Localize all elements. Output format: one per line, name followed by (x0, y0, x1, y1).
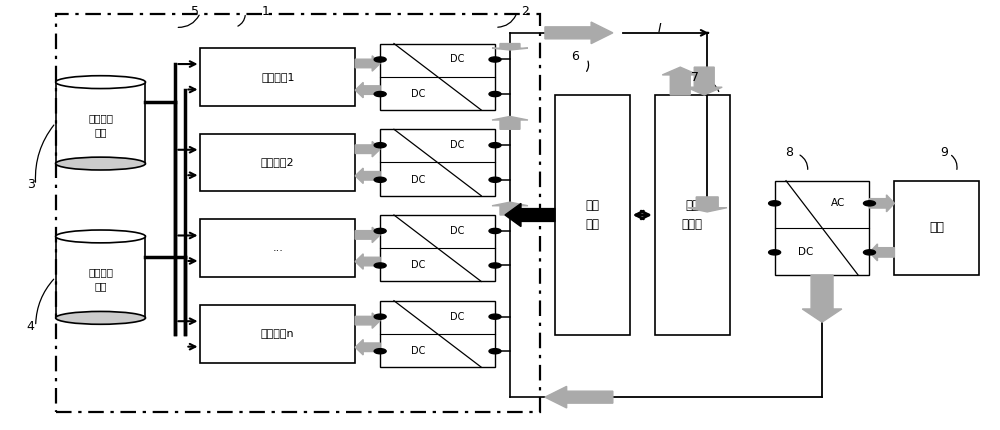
Circle shape (374, 177, 386, 182)
FancyArrow shape (355, 168, 380, 184)
Bar (380, 129, 495, 196)
Text: 7: 7 (691, 71, 699, 84)
FancyArrow shape (545, 22, 613, 43)
Bar (775, 181, 869, 275)
FancyArrow shape (687, 197, 727, 212)
Text: 电机: 电机 (929, 221, 944, 234)
Text: I: I (658, 22, 662, 35)
FancyArrow shape (355, 83, 380, 98)
Ellipse shape (56, 76, 145, 89)
Circle shape (489, 228, 501, 233)
Circle shape (489, 263, 501, 268)
FancyArrow shape (505, 203, 555, 227)
Text: ...: ... (272, 243, 283, 253)
FancyArrow shape (869, 195, 894, 212)
Circle shape (489, 349, 501, 354)
Circle shape (769, 201, 781, 206)
Bar (200, 219, 355, 277)
FancyArrow shape (662, 67, 698, 95)
Text: 燃料电氌2: 燃料电氌2 (261, 157, 295, 168)
Ellipse shape (56, 157, 145, 170)
Text: DC: DC (411, 261, 425, 270)
Bar (380, 43, 495, 110)
Text: DC: DC (411, 89, 425, 99)
Bar (380, 215, 495, 281)
Bar (56, 14, 540, 412)
FancyArrow shape (802, 275, 842, 322)
Text: DC: DC (411, 346, 425, 356)
Circle shape (489, 177, 501, 182)
Text: 燃料电氌1: 燃料电氌1 (261, 72, 295, 82)
Circle shape (489, 92, 501, 97)
Bar (655, 95, 730, 335)
Text: 8: 8 (786, 146, 794, 160)
Bar (380, 301, 495, 367)
Text: 空气供应
模块: 空气供应 模块 (88, 267, 113, 292)
Text: DC: DC (450, 140, 464, 150)
Text: 燃料电氌n: 燃料电氌n (261, 329, 295, 339)
Circle shape (374, 314, 386, 319)
Text: DC: DC (450, 312, 464, 322)
Text: 控制
模块: 控制 模块 (585, 199, 599, 231)
FancyArrow shape (355, 313, 380, 329)
Ellipse shape (56, 311, 145, 324)
FancyArrow shape (355, 227, 380, 243)
Circle shape (489, 57, 501, 62)
Text: DC: DC (411, 175, 425, 185)
Text: DC: DC (450, 226, 464, 236)
Text: AC: AC (831, 198, 845, 209)
Circle shape (374, 263, 386, 268)
Circle shape (489, 314, 501, 319)
Text: 9: 9 (940, 146, 948, 160)
Text: DC: DC (798, 247, 814, 258)
Text: 5: 5 (191, 5, 199, 18)
Bar (555, 95, 630, 335)
FancyArrow shape (869, 244, 894, 261)
Circle shape (374, 57, 386, 62)
Text: 2: 2 (521, 5, 529, 18)
Circle shape (863, 250, 875, 255)
Circle shape (374, 143, 386, 148)
Bar (200, 305, 355, 363)
Text: DC: DC (450, 55, 464, 64)
FancyArrow shape (355, 340, 380, 355)
Text: 6: 6 (571, 50, 579, 63)
Text: 动力
电池组: 动力 电池组 (682, 199, 703, 231)
FancyArrow shape (492, 202, 528, 215)
Text: 3: 3 (27, 178, 35, 191)
Circle shape (374, 228, 386, 233)
Circle shape (374, 92, 386, 97)
Text: 氢气供应
模块: 氢气供应 模块 (88, 113, 113, 137)
Ellipse shape (56, 230, 145, 243)
Text: 4: 4 (27, 320, 35, 333)
FancyArrow shape (492, 117, 528, 129)
Circle shape (374, 349, 386, 354)
Text: 1: 1 (261, 5, 269, 18)
Circle shape (863, 201, 875, 206)
FancyArrow shape (355, 254, 380, 269)
Bar (894, 181, 979, 275)
Bar (200, 48, 355, 106)
Bar (200, 134, 355, 191)
FancyArrow shape (492, 43, 528, 50)
FancyArrow shape (686, 67, 722, 95)
Circle shape (769, 250, 781, 255)
Circle shape (489, 143, 501, 148)
FancyArrow shape (355, 56, 380, 71)
FancyArrow shape (355, 141, 380, 157)
FancyArrow shape (545, 387, 613, 408)
